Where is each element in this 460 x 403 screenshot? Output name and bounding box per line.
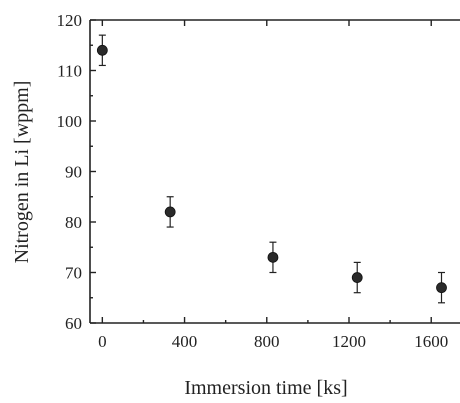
y-tick-label: 100 — [57, 112, 83, 131]
x-tick-label: 1200 — [332, 332, 366, 351]
x-axis-label: Immersion time [ks] — [184, 377, 347, 399]
data-point — [164, 206, 176, 218]
x-tick-label: 400 — [172, 332, 198, 351]
y-axis-label: Nitrogen in Li [wppm] — [11, 81, 33, 264]
data-point — [351, 272, 363, 283]
data-points — [96, 44, 447, 294]
x-tick-label: 1600 — [414, 332, 448, 351]
data-point — [96, 44, 108, 56]
plot-frame — [89, 19, 460, 324]
data-point — [267, 251, 279, 263]
y-tick-label: 60 — [65, 314, 82, 333]
axis-ticks: 0 400 800 1200 1600 60 70 80 90 100 110 120 — [57, 11, 449, 351]
x-tick-label: 800 — [254, 332, 280, 351]
y-tick-label: 90 — [65, 163, 82, 182]
y-tick-label: 110 — [57, 62, 82, 81]
y-tick-label: 120 — [57, 11, 83, 30]
x-tick-label: 0 — [98, 332, 107, 351]
y-tick-label: 80 — [65, 213, 82, 232]
data-point — [436, 282, 447, 294]
error-bars — [98, 34, 445, 304]
y-tick-label: 70 — [65, 264, 82, 283]
